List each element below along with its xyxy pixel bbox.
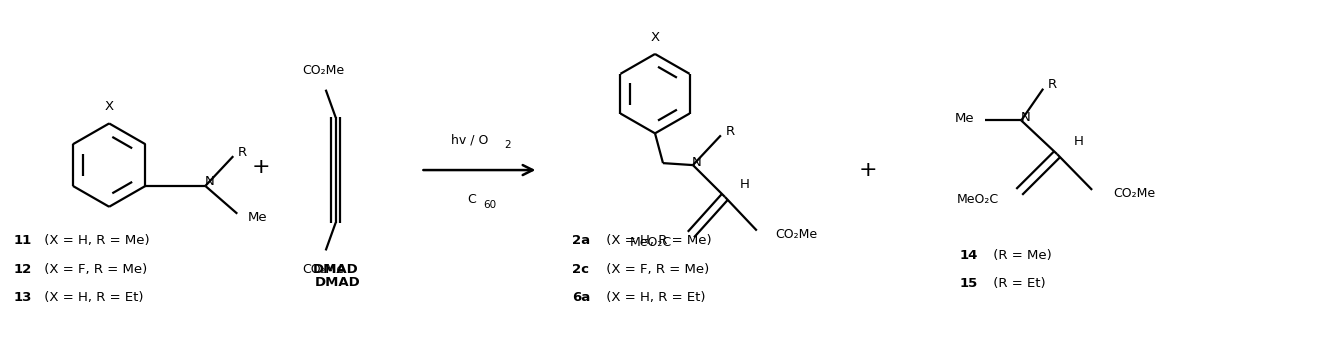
Text: X: X [105, 100, 114, 113]
Text: 15: 15 [959, 277, 978, 290]
Text: R: R [1048, 78, 1057, 91]
Text: R: R [238, 146, 247, 159]
Text: DMAD: DMAD [315, 276, 361, 289]
Text: H: H [740, 179, 750, 191]
Text: (R = Et): (R = Et) [990, 277, 1046, 290]
Text: CO₂Me: CO₂Me [303, 263, 345, 276]
Text: CO₂Me: CO₂Me [775, 228, 818, 241]
Text: Me: Me [247, 211, 267, 224]
Text: 2c: 2c [572, 263, 589, 276]
Text: Me: Me [955, 112, 974, 125]
Text: DMAD: DMAD [312, 263, 359, 276]
Text: +: + [859, 160, 877, 180]
Text: hv / O: hv / O [451, 134, 488, 147]
Text: 2a: 2a [572, 235, 590, 247]
Text: 60: 60 [483, 200, 496, 210]
Text: (X = F, R = Me): (X = F, R = Me) [40, 263, 148, 276]
Text: CO₂Me: CO₂Me [1113, 187, 1155, 200]
Text: (X = H, R = Et): (X = H, R = Et) [602, 291, 705, 304]
Text: 11: 11 [13, 235, 32, 247]
Text: H: H [1074, 135, 1084, 148]
Text: (X = H, R = Et): (X = H, R = Et) [40, 291, 144, 304]
Text: (X = H, R = Me): (X = H, R = Me) [602, 235, 712, 247]
Text: 6a: 6a [572, 291, 590, 304]
Text: 2: 2 [504, 140, 511, 150]
Text: 13: 13 [13, 291, 32, 304]
Text: 14: 14 [959, 248, 978, 262]
Text: C: C [467, 193, 476, 206]
Text: (X = H, R = Me): (X = H, R = Me) [40, 235, 149, 247]
Text: (X = F, R = Me): (X = F, R = Me) [602, 263, 709, 276]
Text: MeO₂C: MeO₂C [957, 193, 999, 206]
Text: +: + [251, 157, 270, 177]
Text: (R = Me): (R = Me) [990, 248, 1052, 262]
Text: X: X [651, 31, 660, 44]
Text: N: N [692, 155, 701, 169]
Text: CO₂Me: CO₂Me [303, 64, 345, 77]
Text: 12: 12 [13, 263, 32, 276]
Text: N: N [1020, 111, 1031, 124]
Text: N: N [205, 175, 214, 189]
Text: MeO₂C: MeO₂C [630, 236, 672, 249]
Text: R: R [725, 125, 734, 138]
